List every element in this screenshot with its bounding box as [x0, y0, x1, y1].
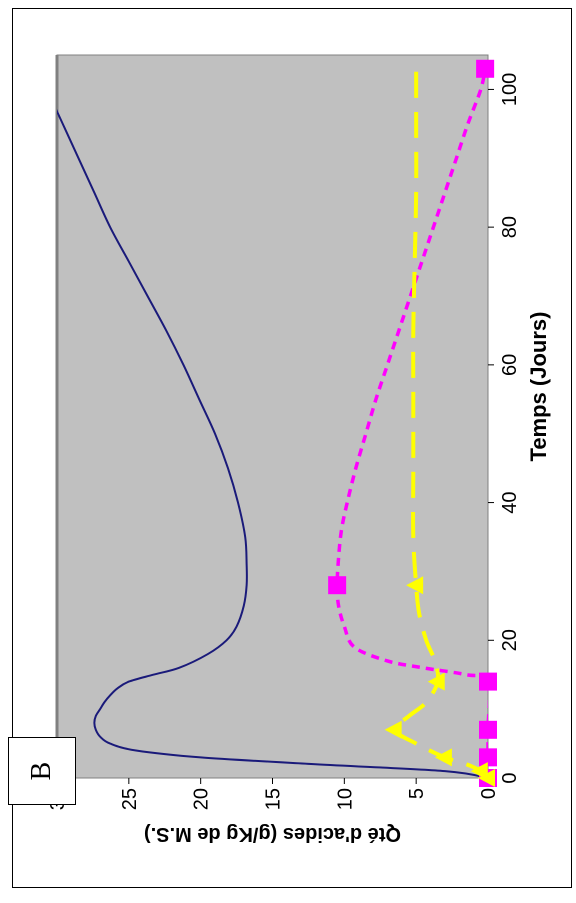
plot-area [56, 54, 489, 779]
series-line-3 [392, 68, 488, 778]
x-tick-label: 20 [499, 629, 521, 651]
y-tick-label: 10 [334, 788, 356, 810]
x-axis-title: Temps (Jours) [526, 312, 551, 462]
square-marker [328, 576, 347, 595]
triangle-marker [434, 748, 452, 767]
x-tick-label: 40 [499, 491, 521, 513]
x-tick-label: 80 [499, 216, 521, 238]
y-tick-label: 0 [478, 788, 500, 799]
y-tick-label: 25 [119, 788, 141, 810]
x-tick-label: 60 [499, 354, 521, 376]
x-tick-label: 100 [499, 73, 521, 106]
triangle-marker [470, 762, 488, 781]
x-tick-label: 0 [499, 772, 521, 783]
square-marker [479, 720, 497, 739]
figure-frame [12, 8, 572, 888]
y-tick-label: 15 [263, 788, 285, 810]
series-line-1 [57, 68, 488, 778]
triangle-marker [406, 576, 424, 595]
square-marker [476, 59, 495, 78]
series-group [57, 68, 488, 778]
y-axis-title: Qté d'acides (g/Kg de M.S.) [144, 823, 401, 845]
triangle-marker [384, 720, 402, 739]
triangle-marker [427, 672, 445, 691]
y-tick-label: 20 [191, 788, 213, 810]
y-tick-label: 5 [406, 788, 428, 799]
series-line-2 [335, 68, 488, 778]
square-marker [479, 672, 497, 691]
panel-label: B [8, 737, 76, 805]
square-marker [479, 748, 497, 767]
